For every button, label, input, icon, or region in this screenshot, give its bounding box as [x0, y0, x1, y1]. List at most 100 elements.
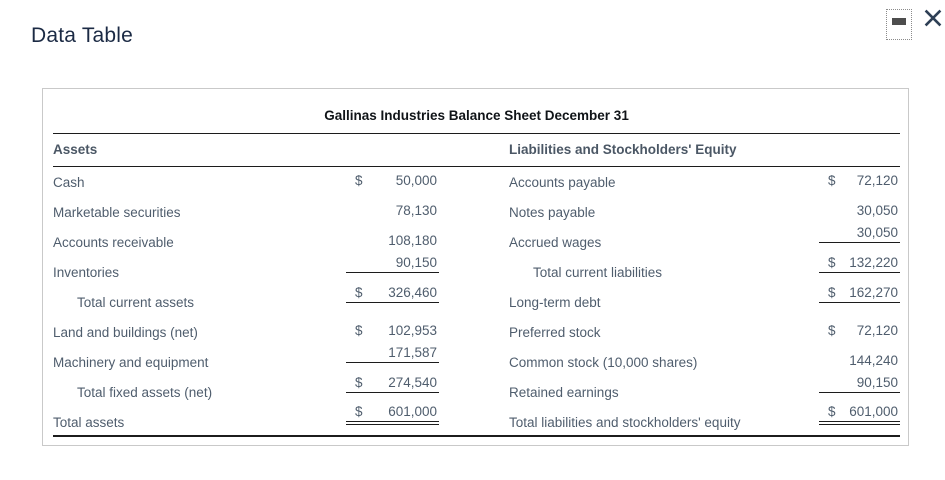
- currency-symbol: $: [828, 285, 836, 300]
- assets-row-label: Total current assets: [77, 295, 195, 310]
- amount: 30,050: [819, 203, 900, 220]
- liabilities-row-label: Notes payable: [509, 205, 596, 220]
- minimize-button[interactable]: [886, 9, 912, 40]
- column-gap: [439, 286, 509, 316]
- amount: 108,180: [346, 233, 439, 250]
- column-gap: [439, 346, 509, 376]
- amount-value: 30,050: [856, 202, 899, 218]
- sheet-title-row: Gallinas Industries Balance Sheet Decemb…: [53, 89, 901, 134]
- assets-row-label: Cash: [53, 175, 85, 191]
- liabilities-row-amount: $601,000: [819, 403, 901, 437]
- amount-value: 78,130: [395, 202, 437, 218]
- column-gap: [439, 376, 509, 406]
- minimize-icon: [892, 18, 906, 25]
- assets-row-label: Land and buildings (net): [53, 325, 198, 340]
- amount: $132,220: [819, 255, 901, 273]
- assets-row-amount: $274,540: [346, 375, 439, 406]
- assets-row-label: Accounts receivable: [53, 235, 174, 250]
- table-row: Total assets $601,000 Total liabilities an…: [53, 403, 901, 437]
- column-header-row: Assets Liabilities and Stockholders' Equ…: [53, 133, 901, 167]
- liabilities-row-label: Common stock (10,000 shares): [509, 355, 698, 370]
- assets-row-label: Total assets: [53, 406, 346, 437]
- amount-value: 90,150: [856, 375, 899, 390]
- close-icon: [924, 9, 942, 27]
- amount-value: 601,000: [388, 403, 437, 419]
- amount: $601,000: [819, 403, 901, 425]
- amount-value: 108,180: [388, 232, 437, 248]
- liabilities-row-amount: 90,150: [819, 375, 901, 406]
- assets-row-amount: $50,000: [346, 166, 439, 196]
- amount-value: 30,050: [856, 225, 899, 240]
- currency-symbol: $: [355, 403, 363, 419]
- assets-column-header: Assets: [53, 133, 439, 167]
- amount: $601,000: [346, 403, 439, 425]
- table-row: Total current assets $326,460 Long-term de…: [53, 285, 901, 316]
- amount-value: 50,000: [395, 172, 437, 188]
- amount-value: 72,120: [856, 172, 899, 188]
- close-button[interactable]: [923, 7, 945, 29]
- assets-row-amount: 78,130: [346, 196, 439, 226]
- assets-row-amount: $601,000: [346, 403, 439, 437]
- column-gap: [439, 406, 509, 437]
- amount: $50,000: [346, 173, 439, 190]
- balance-sheet-rows: Cash $50,000 Accounts payable $72,120 Market…: [53, 166, 901, 437]
- column-gap: [439, 133, 509, 167]
- liabilities-row-amount: 144,240: [819, 346, 900, 376]
- assets-row-label: Total fixed assets (net): [77, 385, 213, 400]
- liabilities-row-amount: $132,220: [819, 255, 901, 286]
- assets-row-label: Machinery and equipment: [53, 355, 209, 370]
- liabilities-row-amount: 30,050: [819, 225, 901, 256]
- currency-symbol: $: [828, 172, 836, 188]
- currency-symbol: $: [828, 322, 836, 338]
- amount-value: 102,953: [388, 322, 437, 338]
- table-row: Total fixed assets (net) $274,540 Retained…: [53, 375, 901, 406]
- amount-value: 326,460: [388, 285, 437, 300]
- liabilities-row-label: Long-term debt: [509, 295, 601, 310]
- column-gap: [439, 196, 509, 226]
- liabilities-row-amount: $72,120: [819, 316, 900, 346]
- liabilities-row-label: Total current liabilities: [533, 265, 663, 280]
- amount: 144,240: [819, 353, 900, 370]
- currency-symbol: $: [828, 403, 836, 419]
- amount: 78,130: [346, 203, 439, 220]
- assets-row-amount: 108,180: [346, 226, 439, 256]
- liabilities-row-label: Accounts payable: [509, 175, 616, 191]
- amount-value: 72,120: [856, 322, 899, 338]
- assets-row-amount: $326,460: [346, 285, 439, 316]
- amount: 90,150: [346, 255, 439, 273]
- amount-value: 601,000: [849, 403, 899, 419]
- amount: $162,270: [819, 285, 901, 303]
- balance-sheet-card: Gallinas Industries Balance Sheet Decemb…: [42, 88, 909, 446]
- currency-symbol: $: [355, 172, 363, 188]
- amount: 171,587: [346, 345, 439, 363]
- table-row: Machinery and equipment 171,587 Common sto…: [53, 345, 900, 376]
- amount-value: 132,220: [849, 255, 899, 270]
- amount-value: 162,270: [849, 285, 899, 300]
- amount: $72,120: [819, 323, 900, 340]
- amount: $274,540: [346, 375, 439, 393]
- amount: 30,050: [819, 225, 901, 243]
- table-row: Accounts receivable 108,180 Accrued wages 3…: [53, 225, 901, 256]
- amount-value: 144,240: [849, 352, 899, 368]
- amount-value: 274,540: [388, 375, 437, 390]
- column-gap: [439, 166, 509, 196]
- amount: $102,953: [346, 323, 439, 340]
- window-title: Data Table: [31, 24, 134, 47]
- liabilities-row-amount: 30,050: [819, 196, 900, 226]
- assets-row-label: Marketable securities: [53, 205, 181, 220]
- column-gap: [439, 226, 509, 256]
- table-row: Inventories 90,150 Total current liabiliti…: [53, 255, 901, 286]
- assets-row-amount: 90,150: [346, 255, 439, 286]
- liabilities-row-amount: $72,120: [819, 166, 900, 196]
- amount: $72,120: [819, 173, 900, 190]
- liabilities-row-label: Total liabilities and stockholders' equi…: [509, 406, 819, 437]
- assets-row-amount: 171,587: [346, 345, 439, 376]
- assets-row-amount: $102,953: [346, 316, 439, 346]
- table-row: Marketable securities 78,130 Notes payable…: [53, 196, 900, 226]
- liabilities-row-label: Preferred stock: [509, 325, 601, 340]
- sheet-title: Gallinas Industries Balance Sheet Decemb…: [53, 89, 901, 134]
- currency-symbol: $: [828, 255, 836, 270]
- table-row: Land and buildings (net) $102,953 Preferre…: [53, 316, 900, 346]
- assets-row-label: Inventories: [53, 265, 120, 280]
- liabilities-column-header: Liabilities and Stockholders' Equity: [509, 133, 901, 167]
